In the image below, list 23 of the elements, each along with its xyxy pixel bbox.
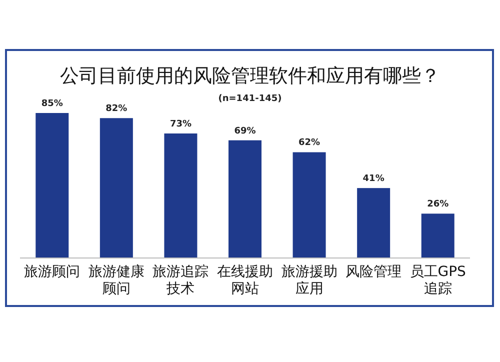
x-tick-label: 旅游健康顾问	[87, 264, 146, 298]
bar	[36, 113, 69, 258]
bar	[357, 188, 390, 258]
bar	[228, 140, 262, 258]
data-label: 41%	[362, 174, 384, 184]
data-label: 73%	[170, 119, 192, 130]
data-label: 26%	[427, 200, 449, 210]
x-tick-label: 旅游援助应用	[280, 264, 338, 298]
chart-subtitle: (n=141-145)	[218, 94, 282, 104]
bar	[292, 152, 326, 258]
x-tick-label: 旅游顾问	[23, 264, 82, 281]
bar	[164, 133, 198, 258]
data-label: 85%	[41, 99, 63, 109]
x-tick-label: 员工GPS追踪	[408, 264, 467, 298]
chart-title: 公司目前使用的风险管理软件和应用有哪些？	[60, 65, 440, 87]
x-tick-label: 风险管理	[344, 264, 403, 281]
x-tick-label: 在线援助网站	[216, 264, 274, 298]
bar	[100, 118, 133, 258]
x-tick-label: 旅游追踪技术	[152, 264, 210, 298]
data-label: 62%	[298, 138, 320, 148]
bar	[421, 214, 454, 258]
data-label: 69%	[234, 126, 256, 136]
data-label: 82%	[106, 104, 128, 114]
